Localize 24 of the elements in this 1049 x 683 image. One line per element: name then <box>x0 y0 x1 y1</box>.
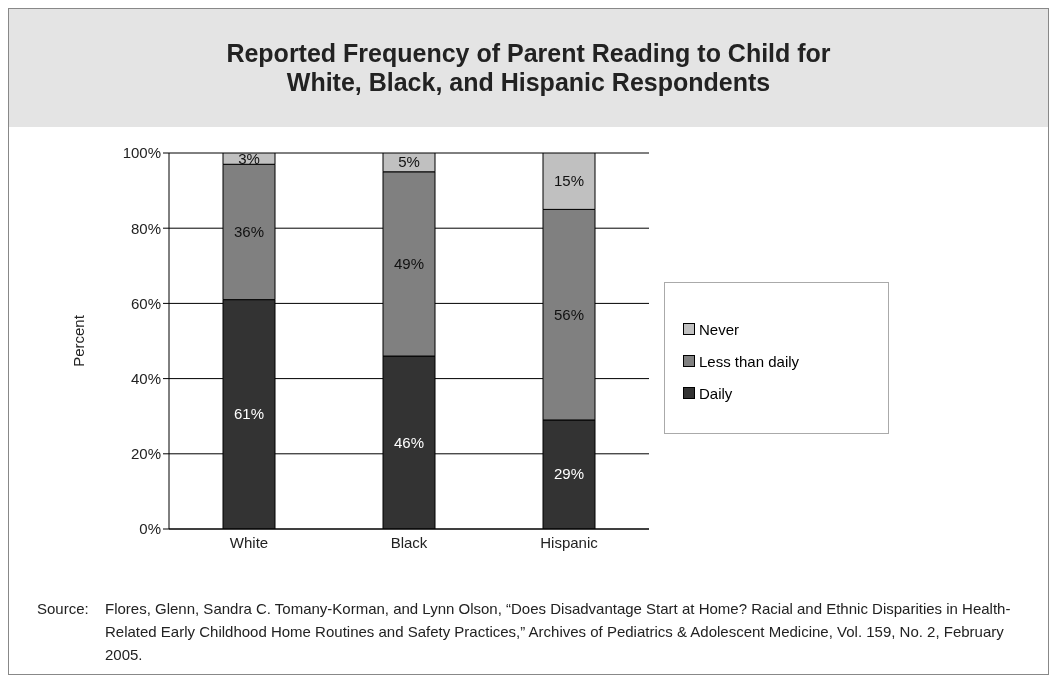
y-tick-label: 80% <box>130 219 161 237</box>
data-label: 29% <box>553 465 585 483</box>
legend-label: Less than daily <box>699 352 800 370</box>
chart-title: Reported Frequency of Parent Reading to Child for White, Black, and Hispanic Respondents <box>9 9 1048 127</box>
y-tick-label: 40% <box>130 369 161 387</box>
data-label: 15% <box>553 172 585 190</box>
y-tick-label: 60% <box>130 294 161 312</box>
x-tick-label: White <box>229 533 269 551</box>
data-label: 3% <box>238 149 260 167</box>
data-label: 61% <box>233 405 265 423</box>
y-tick-label: 20% <box>130 445 161 463</box>
data-label: 46% <box>393 433 425 451</box>
data-label: 5% <box>398 153 420 171</box>
x-tick-label: Black <box>390 533 428 551</box>
y-tick-label: 0% <box>139 520 161 538</box>
data-label: 56% <box>553 305 585 323</box>
y-axis-title: Percent <box>70 314 88 367</box>
data-label: 49% <box>393 254 425 272</box>
y-tick-label: 100% <box>122 144 161 162</box>
legend-label: Daily <box>699 384 733 402</box>
data-label: 36% <box>233 222 265 240</box>
legend-label: Never <box>699 320 740 338</box>
source-note: Source: Flores, Glenn, Sandra C. Tomany-Korman, and Lynn Olson, “Does Disadvantage Start at Home? Racial and Ethnic Disparities in Health-Related Early Childhood Home Routines and Safety Practices,” Archives of Pediatrics & Adolescent Medicine, Vol. 159, No. 2, February 2005. <box>37 599 1012 665</box>
x-tick-label: Hispanic <box>540 533 599 551</box>
